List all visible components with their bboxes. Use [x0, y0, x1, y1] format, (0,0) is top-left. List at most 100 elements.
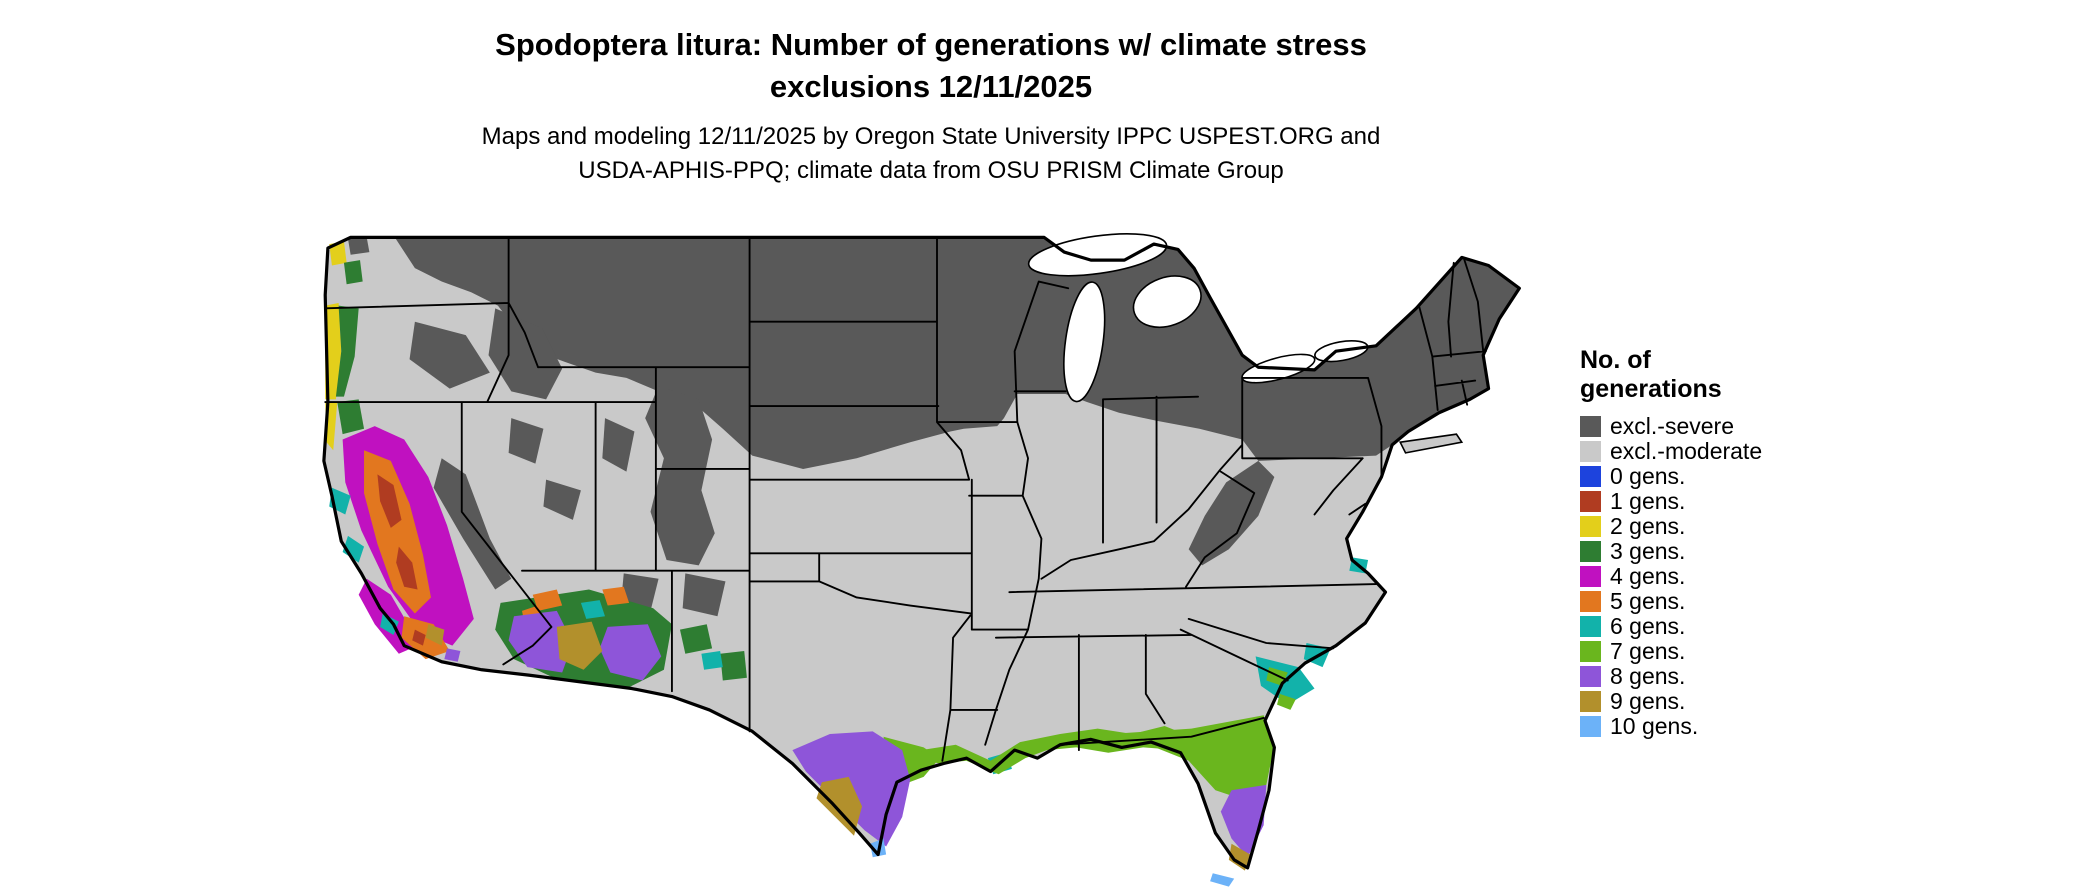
- map-region: [337, 399, 365, 435]
- legend-item: 3 gens.: [1580, 539, 1762, 564]
- state-borders: [324, 236, 1487, 762]
- legend-item-label: excl.-severe: [1610, 413, 1734, 439]
- legend-items: excl.-severe excl.-moderate 0 gens. 1 gens.…: [1580, 414, 1762, 739]
- title-line-1: Spodoptera litura: Number of generations…: [495, 27, 1367, 62]
- map-region: [1277, 693, 1296, 710]
- legend-swatch: [1580, 516, 1601, 537]
- long-island: [1398, 433, 1464, 454]
- map-region: [602, 586, 630, 606]
- legend-item: 0 gens.: [1580, 464, 1762, 489]
- regions-9-gens: [425, 621, 1251, 871]
- regions-1-gens: [377, 474, 426, 646]
- legend-swatch: [1580, 641, 1601, 662]
- legend-item-label: 10 gens.: [1610, 713, 1699, 739]
- legend-item-label: 4 gens.: [1610, 563, 1686, 589]
- legend-item-label: 8 gens.: [1610, 663, 1686, 689]
- legend-item: 8 gens.: [1580, 664, 1762, 689]
- map-region: [394, 237, 1520, 469]
- map-region: [343, 260, 363, 285]
- map-region: [1068, 715, 1275, 801]
- map-region: [816, 776, 863, 836]
- legend-item-label: 7 gens.: [1610, 638, 1686, 664]
- regions-10-gens: [870, 838, 1235, 887]
- map-region: [645, 385, 715, 566]
- legend-item-label: 3 gens.: [1610, 538, 1686, 564]
- map-region: [401, 616, 450, 660]
- legend-swatch: [1580, 491, 1601, 512]
- legend-item-label: 9 gens.: [1610, 688, 1686, 714]
- legend-swatch: [1580, 691, 1601, 712]
- map-region: [1188, 460, 1275, 566]
- legend: No. of generations excl.-severe excl.-mod…: [1580, 346, 1762, 739]
- us-map: [321, 228, 1553, 892]
- legend-title: No. of generations: [1580, 346, 1762, 404]
- map-region: [532, 589, 563, 611]
- legend-item-label: 2 gens.: [1610, 513, 1686, 539]
- regions-excl-severe: [347, 237, 1520, 617]
- map-region: [444, 648, 461, 662]
- map-region: [325, 302, 342, 400]
- map-region: [701, 651, 723, 670]
- map-region: [342, 535, 365, 563]
- legend-swatch: [1580, 416, 1601, 437]
- map-region: [335, 305, 359, 397]
- lake-superior: [1027, 233, 1168, 277]
- legend-item: 5 gens.: [1580, 589, 1762, 614]
- legend-item-label: 1 gens.: [1610, 488, 1686, 514]
- map-region: [377, 474, 402, 528]
- legend-item-label: 6 gens.: [1610, 613, 1686, 639]
- legend-item-label: excl.-moderate: [1610, 438, 1763, 464]
- map-region: [556, 621, 603, 670]
- map-region: [679, 624, 713, 654]
- legend-item: 10 gens.: [1580, 714, 1762, 739]
- map-region: [1210, 873, 1235, 887]
- legend-item: excl.-moderate: [1580, 439, 1762, 464]
- map-region: [425, 624, 445, 646]
- us-map-svg: [322, 233, 1521, 887]
- legend-swatch: [1580, 441, 1601, 462]
- lake-huron: [1132, 275, 1202, 329]
- map-region: [347, 237, 370, 255]
- map-region: [508, 610, 573, 673]
- legend-item: excl.-severe: [1580, 414, 1762, 439]
- legend-swatch: [1580, 566, 1601, 587]
- legend-item: 4 gens.: [1580, 564, 1762, 589]
- legend-item: 9 gens.: [1580, 689, 1762, 714]
- map-region: [508, 418, 544, 464]
- legend-swatch: [1580, 616, 1601, 637]
- map-region: [599, 624, 662, 681]
- map-region: [412, 629, 426, 646]
- title-line-2: exclusions 12/11/2025: [769, 69, 1093, 104]
- map-region: [543, 479, 581, 520]
- legend-swatch: [1580, 591, 1601, 612]
- map-region: [1228, 843, 1251, 871]
- map-region: [580, 600, 605, 619]
- us-border-outline: [322, 235, 1521, 870]
- page-title: Spodoptera litura: Number of generations…: [0, 24, 1862, 108]
- subtitle-line-1: Maps and modeling 12/11/2025 by Oregon S…: [481, 123, 1381, 150]
- legend-swatch: [1580, 716, 1601, 737]
- map-region: [682, 573, 726, 617]
- legend-title-line-2: generations: [1580, 375, 1722, 403]
- legend-item-label: 0 gens.: [1610, 463, 1686, 489]
- subtitle-line-2: USDA-APHIS-PPQ; climate data from OSU PR…: [578, 157, 1284, 184]
- lake-michigan: [1063, 281, 1106, 403]
- map-region: [488, 308, 563, 400]
- map-region: [602, 418, 635, 472]
- map-region: [409, 321, 490, 389]
- legend-item-label: 5 gens.: [1610, 588, 1686, 614]
- legend-swatch: [1580, 666, 1601, 687]
- map-region: [433, 458, 512, 590]
- legend-title-line-1: No. of: [1580, 346, 1651, 374]
- legend-swatch: [1580, 541, 1601, 562]
- map-region: [720, 651, 747, 681]
- legend-swatch: [1580, 466, 1601, 487]
- legend-item: 7 gens.: [1580, 639, 1762, 664]
- map-region: [329, 241, 347, 266]
- map-region: [380, 613, 399, 635]
- page-subtitle: Maps and modeling 12/11/2025 by Oregon S…: [0, 120, 1862, 188]
- legend-item: 1 gens.: [1580, 489, 1762, 514]
- map-region: [396, 546, 418, 590]
- map-region: [621, 573, 659, 611]
